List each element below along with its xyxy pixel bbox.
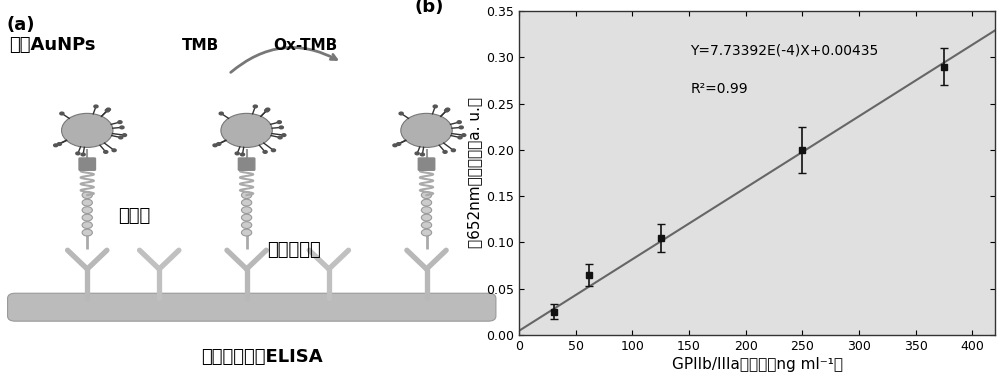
Circle shape <box>82 229 92 236</box>
Circle shape <box>415 152 419 155</box>
Text: 能－AuNPs: 能－AuNPs <box>9 36 96 54</box>
FancyBboxPatch shape <box>79 158 95 170</box>
Circle shape <box>421 199 432 206</box>
Circle shape <box>104 151 108 153</box>
Circle shape <box>420 153 424 156</box>
Circle shape <box>282 134 286 137</box>
Text: (a): (a) <box>6 16 35 34</box>
Circle shape <box>241 214 252 221</box>
Circle shape <box>241 199 252 206</box>
Circle shape <box>213 144 217 147</box>
Circle shape <box>266 108 270 111</box>
Circle shape <box>421 214 432 221</box>
Circle shape <box>82 199 92 206</box>
Circle shape <box>421 207 432 214</box>
Circle shape <box>82 192 92 199</box>
Circle shape <box>462 134 466 137</box>
Circle shape <box>421 192 432 199</box>
Circle shape <box>271 149 276 152</box>
Circle shape <box>76 152 80 155</box>
Circle shape <box>445 109 449 112</box>
Text: (b): (b) <box>414 0 444 16</box>
Circle shape <box>62 113 113 147</box>
Circle shape <box>433 105 437 108</box>
Circle shape <box>122 134 127 137</box>
Text: 固定的抹体: 固定的抹体 <box>267 241 321 259</box>
Circle shape <box>54 144 58 147</box>
FancyBboxPatch shape <box>8 293 496 321</box>
Circle shape <box>279 126 283 129</box>
Circle shape <box>118 121 122 124</box>
Circle shape <box>265 109 269 112</box>
Circle shape <box>459 126 463 129</box>
Circle shape <box>397 142 401 145</box>
Circle shape <box>241 207 252 214</box>
Circle shape <box>277 121 281 124</box>
Circle shape <box>457 121 461 124</box>
Circle shape <box>221 113 272 147</box>
Circle shape <box>81 153 85 156</box>
Circle shape <box>451 149 455 152</box>
Circle shape <box>219 112 223 115</box>
Circle shape <box>263 151 267 153</box>
Circle shape <box>119 136 123 139</box>
Circle shape <box>106 108 110 111</box>
Circle shape <box>235 152 239 155</box>
Y-axis label: 在652nm的吸光度（a. u.）: 在652nm的吸光度（a. u.） <box>467 97 482 248</box>
Text: Ox-TMB: Ox-TMB <box>274 38 338 53</box>
Circle shape <box>57 142 61 145</box>
Circle shape <box>443 151 447 153</box>
Circle shape <box>458 136 462 139</box>
Circle shape <box>112 149 116 152</box>
Circle shape <box>399 112 403 115</box>
Circle shape <box>241 222 252 228</box>
Circle shape <box>278 136 282 139</box>
Circle shape <box>421 222 432 228</box>
FancyBboxPatch shape <box>418 158 435 170</box>
Text: Y=7.73392E(-4)X+0.00435: Y=7.73392E(-4)X+0.00435 <box>690 44 879 58</box>
Circle shape <box>217 142 221 145</box>
Circle shape <box>105 109 109 112</box>
Circle shape <box>421 229 432 236</box>
Text: 整合素: 整合素 <box>118 206 150 225</box>
Circle shape <box>401 113 452 147</box>
Circle shape <box>94 105 98 108</box>
Circle shape <box>241 192 252 199</box>
Circle shape <box>82 222 92 228</box>
Circle shape <box>60 112 64 115</box>
Circle shape <box>241 229 252 236</box>
Text: R²=0.99: R²=0.99 <box>690 82 748 96</box>
Circle shape <box>120 126 124 129</box>
X-axis label: GPⅠⅠb/ⅠⅠⅠa的浓度（ng ml⁻¹）: GPⅠⅠb/ⅠⅠⅠa的浓度（ng ml⁻¹） <box>672 357 843 372</box>
Text: TMB: TMB <box>182 38 219 53</box>
Circle shape <box>82 214 92 221</box>
Circle shape <box>240 153 245 156</box>
Circle shape <box>253 105 257 108</box>
Circle shape <box>82 207 92 214</box>
FancyBboxPatch shape <box>238 158 255 170</box>
Circle shape <box>393 144 397 147</box>
Text: 基于微孔板的ELISA: 基于微孔板的ELISA <box>201 348 323 366</box>
Circle shape <box>446 108 450 111</box>
